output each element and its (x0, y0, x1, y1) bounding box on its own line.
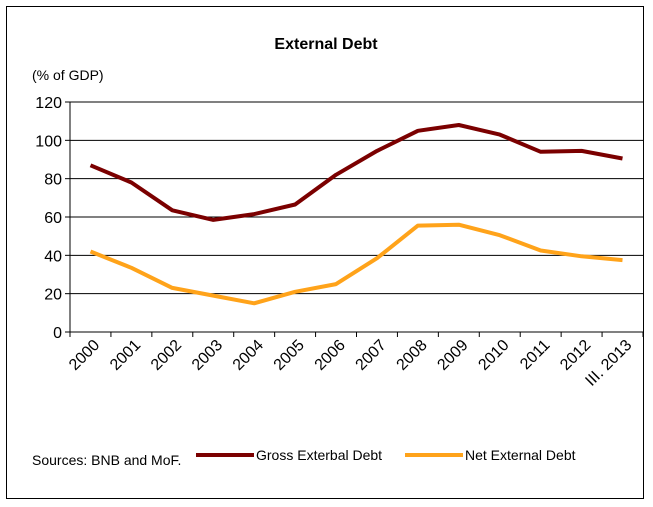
x-tick-label: 2006 (312, 337, 349, 374)
chart-title: External Debt (274, 36, 378, 53)
legend-label: Net External Debt (465, 447, 576, 463)
x-tick-label: 2001 (107, 337, 144, 374)
x-tick-label: 2000 (66, 337, 103, 374)
legend-label: Gross Exterbal Debt (256, 447, 382, 463)
axes (69, 102, 644, 337)
x-tick-label: 2009 (434, 337, 471, 374)
x-tick-label: 2004 (230, 337, 267, 374)
series-lines (89, 123, 623, 306)
y-tick-label: 80 (44, 172, 62, 189)
y-axis-label: (% of GDP) (32, 67, 104, 83)
y-tick-label: 20 (44, 287, 62, 304)
x-tick-labels: 2000 2001 2002 2003 2004 2005 2006 2007 2008 2009… (66, 337, 635, 390)
x-tick-label: 2008 (394, 337, 431, 374)
x-tick-label: 2007 (353, 337, 390, 374)
gridlines (65, 101, 643, 333)
x-tick-label: III. 2013 (582, 337, 635, 390)
x-tick-label: 2003 (189, 337, 226, 374)
x-tick-label: 2002 (148, 337, 185, 374)
x-tick-label: 2005 (271, 337, 308, 374)
y-tick-label: 120 (35, 95, 62, 112)
x-tick-label: 2011 (517, 337, 553, 373)
series-line-gross (89, 123, 623, 222)
y-tick-labels: 0 20 40 60 80 100 120 (35, 95, 62, 342)
source-note: Sources: BNB and MoF. (32, 452, 181, 468)
x-tick-label: 2010 (475, 337, 512, 374)
series-line-net (89, 222, 623, 306)
y-tick-label: 40 (44, 248, 62, 265)
y-tick-label: 60 (44, 210, 62, 227)
y-tick-label: 0 (53, 325, 62, 342)
y-tick-label: 100 (35, 133, 62, 150)
x-tick-label: 2012 (557, 337, 594, 374)
chart-frame (6, 6, 644, 499)
legend: Gross Exterbal Debt Net External Debt (196, 447, 576, 463)
